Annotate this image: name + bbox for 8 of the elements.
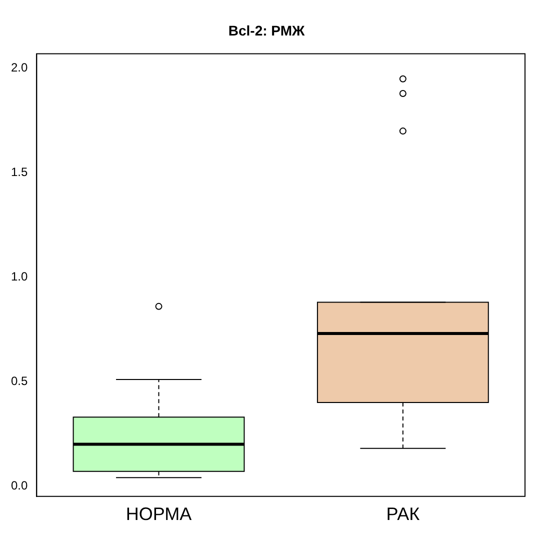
chart-title: Bcl-2: РМЖ [228,22,305,38]
y-tick-label: 0.5 [10,374,28,388]
x-tick-label: НОРМА [126,504,192,524]
y-tick-label: 2.0 [10,60,28,75]
y-tick-label: 0.0 [10,478,28,492]
x-tick-label: РАК [386,504,420,524]
y-tick-label: 1.0 [10,270,28,284]
y-tick-label: 1.5 [10,165,28,180]
